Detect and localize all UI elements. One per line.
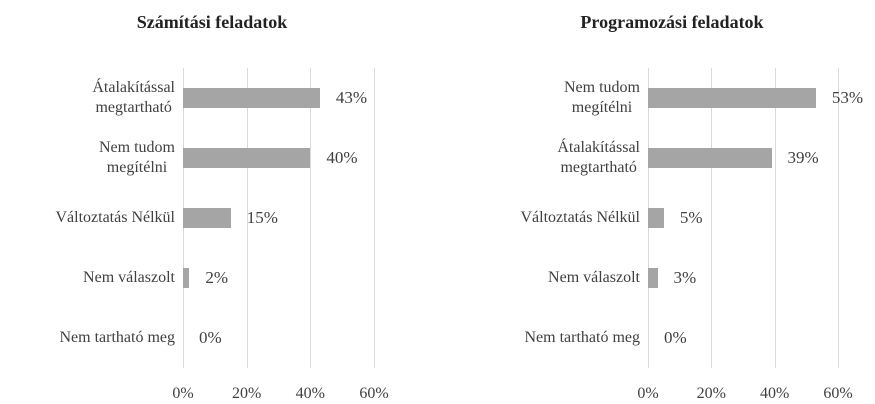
- value-label: 0%: [199, 328, 222, 347]
- value-label: 53%: [831, 88, 863, 107]
- bar: [183, 148, 311, 168]
- chart-title: Számítási feladatok: [136, 12, 288, 32]
- grid-line: [774, 68, 776, 368]
- category-label: Változtatás Nélkül: [55, 209, 175, 226]
- grid-line: [246, 68, 248, 368]
- x-tick-label: 40%: [295, 385, 325, 402]
- value-label: 40%: [326, 148, 358, 167]
- value-label: 2%: [205, 268, 229, 287]
- grid-line: [374, 68, 375, 368]
- category-label: Változtatás Nélkül: [520, 209, 640, 226]
- category-label: Átalakítással megtartható: [92, 79, 175, 116]
- value-label: 3%: [673, 268, 697, 287]
- bar: [183, 88, 320, 108]
- category-label: Nem tudom megítélni: [99, 139, 175, 176]
- x-tick-label: 20%: [231, 385, 262, 402]
- value-label: 39%: [787, 148, 819, 167]
- bar: [183, 208, 231, 228]
- category-label: Nem tartható meg: [524, 329, 640, 346]
- category-label: Nem válaszolt: [548, 269, 640, 286]
- x-tick-label: 40%: [759, 385, 790, 402]
- chart-title: Programozási feladatok: [580, 12, 764, 32]
- grid-line: [838, 68, 839, 368]
- bar: [648, 268, 658, 288]
- x-tick-label: 20%: [696, 385, 726, 402]
- category-label: Nem tartható meg: [59, 329, 175, 346]
- value-label: 0%: [664, 328, 687, 347]
- bar: [183, 268, 190, 288]
- category-label: Nem tudom megítélni: [564, 79, 640, 116]
- x-tick-label: 0%: [172, 385, 194, 402]
- x-tick-label: 0%: [637, 385, 659, 402]
- value-label: 15%: [246, 208, 278, 227]
- value-label: 43%: [335, 88, 368, 107]
- grid-line: [711, 68, 713, 368]
- x-tick-label: 60%: [359, 385, 389, 402]
- grid-line: [310, 68, 312, 368]
- category-label: Nem válaszolt: [83, 269, 175, 286]
- bar: [648, 208, 664, 228]
- value-label: 5%: [679, 208, 703, 227]
- bar: [648, 148, 772, 168]
- category-label: Átalakítással megtartható: [557, 139, 640, 176]
- bar: [648, 88, 816, 108]
- x-tick-label: 60%: [823, 385, 853, 402]
